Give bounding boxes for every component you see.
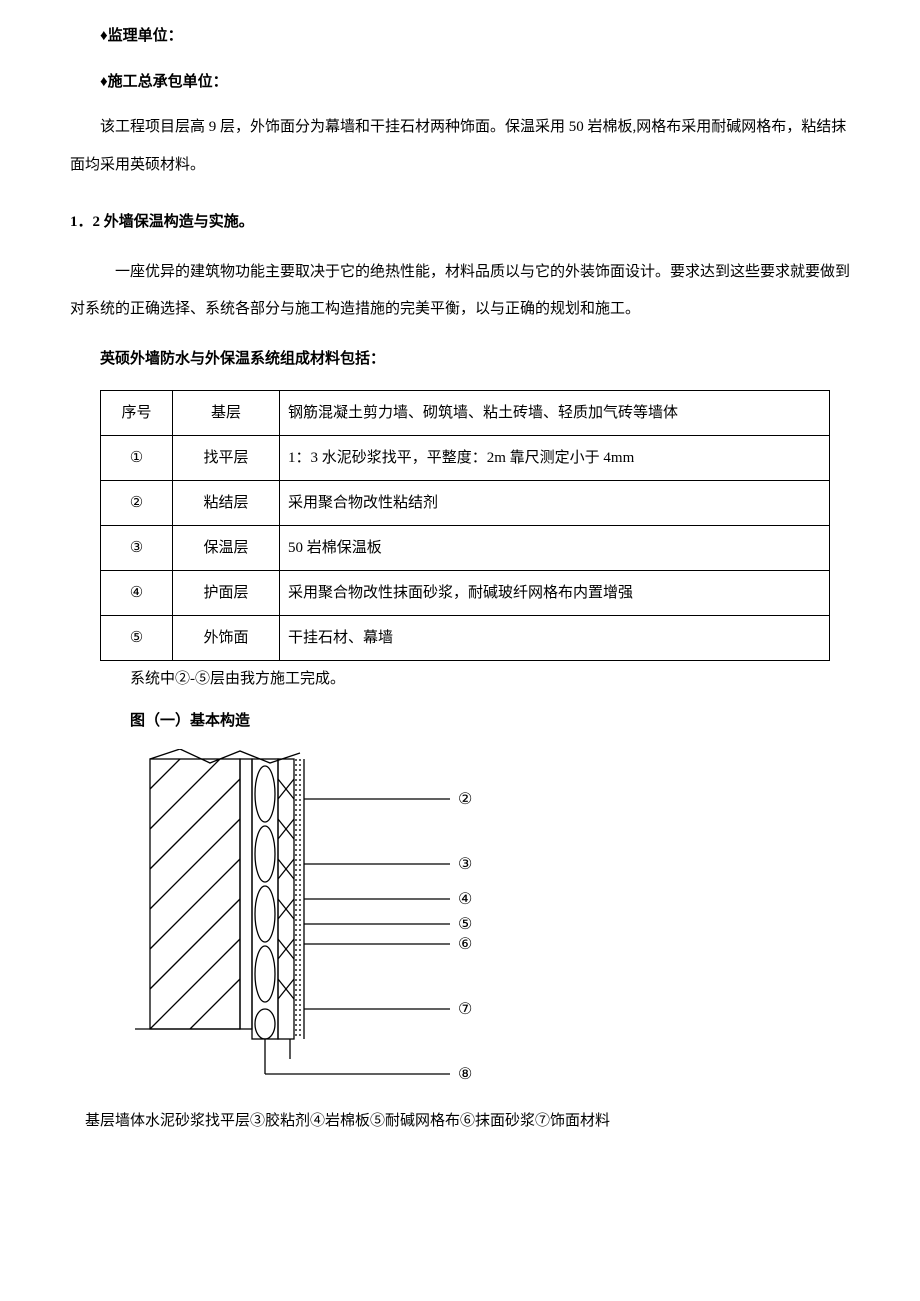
- table-cell-layer: 保温层: [173, 526, 280, 571]
- table-cell-layer: 粘结层: [173, 481, 280, 526]
- diagram-label-2: ②: [458, 791, 472, 808]
- table-cell-desc: 50 岩棉保温板: [280, 526, 830, 571]
- diagram-label-3: ③: [458, 856, 472, 873]
- table-cell-layer: 护面层: [173, 571, 280, 616]
- table-cell-seq: ⑤: [101, 616, 173, 661]
- section-1-2-title: 1．2 外墙保温构造与实施。: [70, 204, 850, 242]
- table-row: ③ 保温层 50 岩棉保温板: [101, 526, 830, 571]
- table-row: ② 粘结层 采用聚合物改性粘结剂: [101, 481, 830, 526]
- contractor-unit: ♦施工总承包单位：: [70, 64, 850, 102]
- diagram-label-7: ⑦: [458, 1001, 472, 1018]
- table-cell-layer: 外饰面: [173, 616, 280, 661]
- diagram-label-6: ⑥: [458, 936, 472, 953]
- table-cell-desc: 干挂石材、幕墙: [280, 616, 830, 661]
- table-cell-seq: ③: [101, 526, 173, 571]
- table-header-base: 基层: [173, 391, 280, 436]
- table-cell-desc: 采用聚合物改性粘结剂: [280, 481, 830, 526]
- supervision-unit: ♦监理单位：: [70, 18, 850, 56]
- diagram-label-4: ④: [458, 891, 472, 908]
- table-cell-seq: ①: [101, 436, 173, 481]
- table-cell-seq: ④: [101, 571, 173, 616]
- table-intro: 英硕外墙防水与外保温系统组成材料包括：: [70, 341, 850, 379]
- table-cell-seq: ②: [101, 481, 173, 526]
- materials-table: 序号 基层 钢筋混凝土剪力墙、砌筑墙、粘土砖墙、轻质加气砖等墙体 ① 找平层 1…: [100, 390, 830, 661]
- figure-caption: 图（一）基本构造: [130, 703, 850, 741]
- table-row: ① 找平层 1：3 水泥砂浆找平，平整度：2m 靠尺测定小于 4mm: [101, 436, 830, 481]
- section-1-2-paragraph: 一座优异的建筑物功能主要取决于它的绝热性能，材料品质以与它的外装饰面设计。要求达…: [70, 254, 850, 329]
- table-row: ⑤ 外饰面 干挂石材、幕墙: [101, 616, 830, 661]
- table-cell-desc: 采用聚合物改性抹面砂浆，耐碱玻纤网格布内置增强: [280, 571, 830, 616]
- table-cell-desc: 1：3 水泥砂浆找平，平整度：2m 靠尺测定小于 4mm: [280, 436, 830, 481]
- diagram-label-8: ⑧: [458, 1066, 472, 1083]
- table-header-desc: 钢筋混凝土剪力墙、砌筑墙、粘土砖墙、轻质加气砖等墙体: [280, 391, 830, 436]
- table-cell-layer: 找平层: [173, 436, 280, 481]
- table-note: 系统中②-⑤层由我方施工完成。: [130, 667, 850, 691]
- table-row: ④ 护面层 采用聚合物改性抹面砂浆，耐碱玻纤网格布内置增强: [101, 571, 830, 616]
- layer-legend: 基层墙体水泥砂浆找平层③胶粘剂④岩棉板⑤耐碱网格布⑥抹面砂浆⑦饰面材料: [70, 1103, 850, 1141]
- diagram-label-5: ⑤: [458, 916, 472, 933]
- table-row: 序号 基层 钢筋混凝土剪力墙、砌筑墙、粘土砖墙、轻质加气砖等墙体: [101, 391, 830, 436]
- construction-diagram: ② ③ ④ ⑤ ⑥ ⑦ ⑧: [130, 749, 500, 1089]
- intro-paragraph: 该工程项目层高 9 层，外饰面分为幕墙和干挂石材两种饰面。保温采用 50 岩棉板…: [70, 109, 850, 184]
- table-header-seq: 序号: [101, 391, 173, 436]
